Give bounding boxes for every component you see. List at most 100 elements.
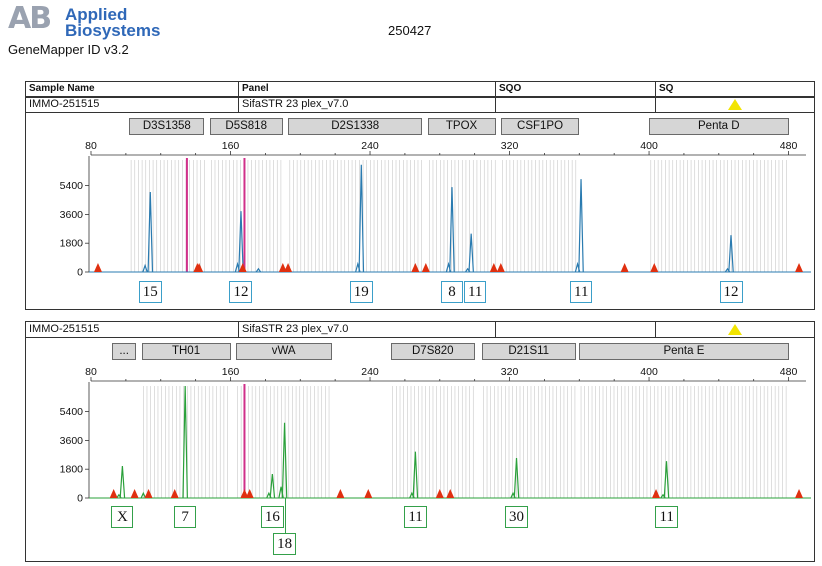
size-ruler: 80 160 240 320 400 480 <box>85 366 806 382</box>
minor-peak[interactable] <box>140 491 147 499</box>
allele-peak[interactable] <box>728 235 734 273</box>
sqo-value <box>496 322 656 337</box>
plot-canvas: 80 160 240 320 400 480 0 1800 3600 5400 <box>60 140 811 279</box>
y-tick-label: 1800 <box>60 238 84 250</box>
size-standard-marker[interactable] <box>496 263 505 272</box>
allele-call-label[interactable]: X <box>111 506 134 528</box>
column-header-sqo[interactable]: SQO <box>496 82 656 97</box>
marker-button-pentae[interactable]: Penta E <box>579 343 789 360</box>
marker-button-csf1po[interactable]: CSF1PO <box>500 118 580 135</box>
marker-button-[interactable]: ... <box>111 343 137 360</box>
size-standard-marker[interactable] <box>652 489 661 498</box>
y-tick-label: 3600 <box>60 209 84 221</box>
y-tick-label: 1800 <box>60 464 84 476</box>
size-standard-marker[interactable] <box>435 489 444 498</box>
x-tick-label: 160 <box>222 140 240 152</box>
allele-call-label[interactable]: 8 <box>440 281 463 303</box>
allele-call-label[interactable]: 19 <box>349 281 373 303</box>
column-header-sq[interactable]: SQ <box>659 83 674 94</box>
size-standard-marker[interactable] <box>650 263 659 272</box>
y-axis: 0 1800 3600 5400 <box>60 382 90 505</box>
marker-button-d7s820[interactable]: D7S820 <box>390 343 475 360</box>
size-standard-marker[interactable] <box>795 263 804 272</box>
allele-peak[interactable] <box>269 473 276 499</box>
plot-canvas: 80 160 240 320 400 480 0 1800 3600 5400 <box>60 366 811 505</box>
size-standard-marker[interactable] <box>238 263 247 272</box>
allele-call-label[interactable]: 12 <box>229 281 253 303</box>
y-axis: 0 1800 3600 5400 <box>60 156 90 279</box>
sample-row-1[interactable]: IMMO-251515 SifaSTR 23 plex_v7.0 <box>25 96 815 113</box>
size-standard-marker[interactable] <box>411 263 420 272</box>
software-version: GeneMapper ID v3.2 <box>8 42 129 57</box>
allele-call-label[interactable]: 11 <box>570 281 593 303</box>
size-standard-marker[interactable] <box>795 489 804 498</box>
column-header-panel[interactable]: Panel <box>239 82 496 97</box>
allele-peak[interactable] <box>513 457 520 499</box>
minor-peak[interactable] <box>255 267 262 273</box>
allele-call-label[interactable]: 11 <box>404 506 427 528</box>
allele-peak[interactable] <box>358 164 365 273</box>
marker-button-pentad[interactable]: Penta D <box>649 118 789 135</box>
logo: AB Applied Biosystems <box>8 4 168 44</box>
size-standard-marker[interactable] <box>278 263 287 272</box>
y-tick-label: 0 <box>77 267 83 279</box>
size-standard-marker[interactable] <box>446 489 455 498</box>
allele-call-label[interactable]: 30 <box>505 506 528 528</box>
x-tick-label: 320 <box>501 140 519 152</box>
panel-name: SifaSTR 23 plex_v7.0 <box>239 322 496 337</box>
sample-row-2[interactable]: IMMO-251515 SifaSTR 23 plex_v7.0 <box>25 321 815 338</box>
size-standard-marker[interactable] <box>245 489 254 498</box>
marker-button-d21s11[interactable]: D21S11 <box>481 343 576 360</box>
sq-cell <box>656 322 814 337</box>
x-tick-label: 80 <box>85 366 97 378</box>
x-tick-label: 480 <box>780 140 798 152</box>
size-standard-marker[interactable] <box>364 489 373 498</box>
size-standard-marker[interactable] <box>620 263 629 272</box>
allele-peak[interactable] <box>119 465 126 499</box>
x-tick-label: 80 <box>85 140 97 152</box>
size-standard-marker[interactable] <box>170 489 179 498</box>
sample-table-header: Sample Name Panel SQO SQ <box>25 81 815 98</box>
size-standard-marker[interactable] <box>284 263 293 272</box>
marker-button-th01[interactable]: TH01 <box>141 343 231 360</box>
size-standard-marker[interactable] <box>93 263 102 272</box>
allele-peak[interactable] <box>147 191 154 273</box>
allele-peak[interactable] <box>663 461 670 499</box>
size-standard-marker[interactable] <box>144 489 153 498</box>
allele-call-label[interactable]: 18 <box>273 533 297 555</box>
allele-peak[interactable] <box>412 451 419 499</box>
panel-name: SifaSTR 23 plex_v7.0 <box>239 97 496 112</box>
size-standard-marker[interactable] <box>489 263 498 272</box>
allele-call-label[interactable]: 12 <box>719 281 743 303</box>
warning-triangle-icon <box>728 99 742 110</box>
size-standard-marker[interactable] <box>109 489 118 498</box>
size-standard-marker[interactable] <box>130 489 139 498</box>
warning-triangle-icon <box>728 324 742 335</box>
sample-name: IMMO-251515 <box>26 322 239 337</box>
marker-button-tpox[interactable]: TPOX <box>427 118 496 135</box>
allele-call-label[interactable]: 11 <box>463 281 487 303</box>
size-standard-marker[interactable] <box>195 263 204 272</box>
allele-peak[interactable] <box>468 233 474 273</box>
marker-button-d3s1358[interactable]: D3S1358 <box>129 118 205 135</box>
allele-call-label[interactable]: 15 <box>138 281 162 303</box>
allele-label-connector <box>284 498 286 533</box>
allele-peak[interactable] <box>449 187 455 273</box>
y-tick-label: 0 <box>77 493 83 505</box>
allele-call-label[interactable]: 7 <box>174 506 197 528</box>
allele-call-label[interactable]: 16 <box>260 506 284 528</box>
column-header-sample-name[interactable]: Sample Name <box>26 82 239 97</box>
marker-button-vwa[interactable]: vWA <box>235 343 332 360</box>
allele-peak[interactable] <box>238 211 244 273</box>
allele-peak[interactable] <box>182 385 188 499</box>
size-standard-marker[interactable] <box>421 263 430 272</box>
logo-mark: AB <box>8 1 52 36</box>
allele-call-label[interactable]: 11 <box>655 506 678 528</box>
marker-button-d2s1338[interactable]: D2S1338 <box>288 118 423 135</box>
minor-peak[interactable] <box>142 263 148 273</box>
allele-peak[interactable] <box>578 179 584 273</box>
marker-button-d5s818[interactable]: D5S818 <box>209 118 283 135</box>
size-standard-marker[interactable] <box>240 489 249 498</box>
size-standard-marker[interactable] <box>336 489 345 498</box>
allele-peak[interactable] <box>281 422 288 499</box>
